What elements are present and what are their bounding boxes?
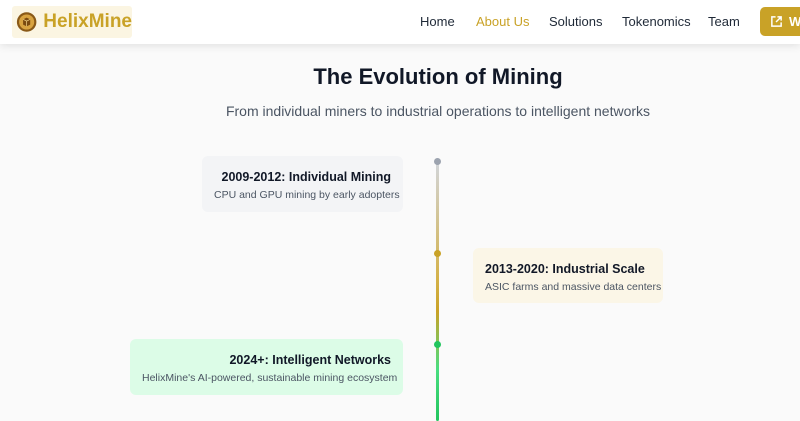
section-title: The Evolution of Mining: [313, 64, 563, 89]
timeline-card-title: 2009-2012: Individual Mining: [221, 170, 392, 184]
timeline-card-description: HelixMine's AI-powered, sustainable mini…: [142, 372, 398, 384]
timeline-card-industrial-scale: 2013-2020: Industrial Scale ASIC farms a…: [473, 248, 663, 303]
nav-team[interactable]: Team: [708, 14, 740, 29]
cta-label: W: [789, 14, 800, 29]
site-header: HelixMine Home About Us Solutions Tokeno…: [0, 0, 800, 44]
whitepaper-button[interactable]: W: [760, 7, 800, 36]
nav-home[interactable]: Home: [420, 14, 455, 29]
timeline-card-title: 2013-2020: Industrial Scale: [485, 262, 645, 276]
nav-solutions[interactable]: Solutions: [549, 14, 603, 29]
timeline-dot-3: [434, 341, 441, 348]
timeline-card-intelligent-networks: 2024+: Intelligent Networks HelixMine's …: [130, 339, 403, 395]
nav-about-us[interactable]: About Us: [476, 14, 530, 29]
brand-name: HelixMine: [43, 11, 132, 32]
timeline-card-title: 2024+: Intelligent Networks: [229, 353, 391, 367]
timeline-dot-2: [434, 250, 441, 257]
timeline-dot-1: [434, 158, 441, 165]
timeline-card-description: CPU and GPU mining by early adopters: [214, 189, 400, 201]
nav-tokenomics[interactable]: Tokenomics: [622, 14, 691, 29]
timeline-card-description: ASIC farms and massive data centers: [485, 281, 662, 293]
external-link-icon: [771, 16, 782, 27]
timeline-line: [436, 161, 439, 421]
brand-logo[interactable]: HelixMine: [12, 6, 132, 38]
timeline-card-individual-mining: 2009-2012: Individual Mining CPU and GPU…: [202, 156, 403, 212]
helix-logo-icon: [16, 12, 37, 32]
section-subtitle: From individual miners to industrial ope…: [225, 103, 651, 119]
